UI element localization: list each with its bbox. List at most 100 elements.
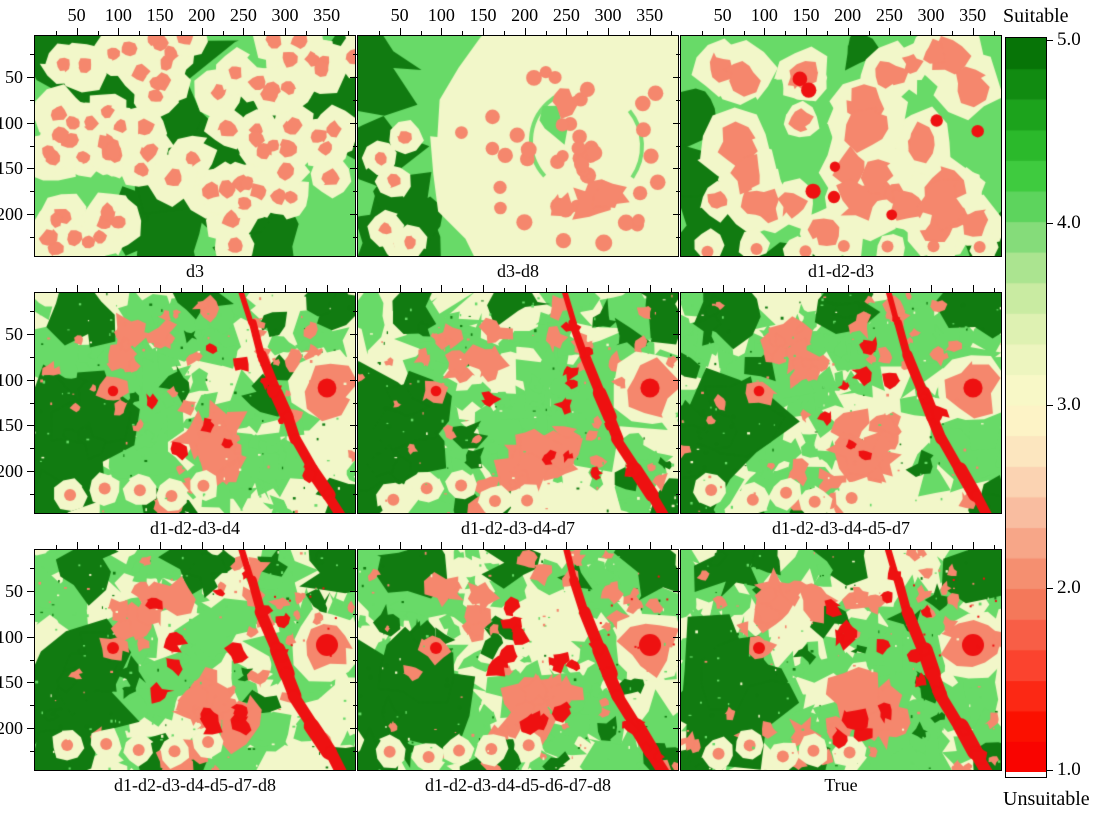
colorbar-title-suitable: Suitable bbox=[1003, 5, 1069, 27]
x-tick-mark bbox=[441, 542, 443, 549]
panel-caption-d1-d2-d3-d4-d5-d6-d7-d8: d1-d2-d3-d4-d5-d6-d7-d8 bbox=[425, 775, 611, 795]
x-tick-mark bbox=[264, 31, 266, 35]
x-tick-label: 200 bbox=[188, 5, 216, 25]
x-tick-label: 300 bbox=[271, 5, 299, 25]
x-tick-mark bbox=[993, 545, 995, 549]
map-canvas-d1-d2-d3-d4 bbox=[35, 293, 355, 513]
y-tick-mark bbox=[27, 636, 34, 638]
x-tick-mark bbox=[587, 288, 589, 292]
colorbar-tick-label: 5.0 bbox=[1057, 29, 1081, 50]
x-tick-mark bbox=[139, 31, 141, 35]
x-tick-mark bbox=[264, 545, 266, 549]
x-tick-mark bbox=[285, 542, 286, 549]
y-tick-mark bbox=[676, 705, 680, 707]
x-tick-mark bbox=[118, 28, 120, 35]
y-tick-mark bbox=[27, 168, 34, 170]
x-tick-mark bbox=[503, 31, 505, 35]
x-tick-mark bbox=[722, 542, 724, 549]
x-tick-mark bbox=[222, 288, 224, 292]
colorbar-tick-mark bbox=[1047, 587, 1053, 589]
y-tick-mark bbox=[27, 728, 34, 729]
x-tick-mark bbox=[743, 288, 745, 292]
x-tick-mark bbox=[483, 542, 484, 549]
x-tick-mark bbox=[222, 31, 224, 35]
x-tick-mark bbox=[326, 542, 328, 549]
y-tick-mark bbox=[30, 311, 34, 313]
x-tick-label: 50 bbox=[390, 5, 409, 25]
y-tick-mark bbox=[673, 122, 680, 124]
x-tick-label: 50 bbox=[67, 5, 86, 25]
x-tick-mark bbox=[483, 28, 484, 35]
y-tick-mark bbox=[673, 682, 680, 684]
x-tick-mark bbox=[743, 545, 745, 549]
y-tick-mark bbox=[350, 591, 357, 593]
y-tick-mark bbox=[676, 356, 680, 358]
x-tick-mark bbox=[399, 28, 401, 35]
x-tick-mark bbox=[347, 545, 349, 549]
x-tick-label: 250 bbox=[552, 5, 580, 25]
map-panel-True bbox=[680, 549, 1002, 771]
x-tick-mark bbox=[826, 545, 828, 549]
x-tick-mark bbox=[139, 545, 141, 549]
x-tick-mark bbox=[462, 545, 464, 549]
x-tick-mark bbox=[993, 31, 995, 35]
map-panel-d3 bbox=[34, 35, 356, 257]
colorbar-gradient bbox=[1006, 38, 1046, 772]
x-tick-mark bbox=[608, 28, 609, 35]
y-tick-mark bbox=[27, 591, 34, 593]
x-tick-mark bbox=[285, 285, 286, 292]
x-tick-mark bbox=[608, 285, 609, 292]
map-canvas-d1-d2-d3-d4-d5-d6-d7-d8 bbox=[358, 550, 678, 770]
y-tick-mark bbox=[30, 613, 34, 615]
x-tick-label: 50 bbox=[713, 5, 732, 25]
y-tick-label: 150 bbox=[0, 158, 23, 179]
y-tick-mark bbox=[30, 448, 34, 450]
x-tick-mark bbox=[524, 285, 526, 292]
x-tick-mark bbox=[826, 31, 828, 35]
x-tick-mark bbox=[55, 545, 57, 549]
x-tick-mark bbox=[524, 542, 526, 549]
map-canvas-d1-d2-d3-d4-d7 bbox=[358, 293, 678, 513]
y-tick-mark bbox=[676, 191, 680, 193]
colorbar bbox=[1005, 37, 1047, 778]
x-tick-mark bbox=[326, 285, 328, 292]
y-tick-mark bbox=[30, 356, 34, 358]
x-tick-mark bbox=[868, 288, 870, 292]
x-tick-mark bbox=[972, 285, 974, 292]
y-tick-mark bbox=[673, 379, 680, 381]
x-tick-label: 250 bbox=[229, 5, 257, 25]
y-tick-mark bbox=[676, 99, 680, 101]
y-tick-mark bbox=[27, 682, 34, 684]
colorbar-tick-mark bbox=[1047, 222, 1053, 224]
x-tick-label: 150 bbox=[146, 5, 174, 25]
x-tick-mark bbox=[462, 288, 464, 292]
x-tick-label: 200 bbox=[511, 5, 539, 25]
y-tick-mark bbox=[350, 77, 357, 79]
x-tick-mark bbox=[160, 542, 161, 549]
colorbar-title-unsuitable: Unsuitable bbox=[1003, 788, 1090, 810]
y-tick-mark bbox=[27, 122, 34, 124]
x-tick-mark bbox=[649, 28, 651, 35]
panel-caption-True: True bbox=[824, 775, 858, 795]
y-tick-mark bbox=[353, 705, 357, 707]
y-tick-mark bbox=[30, 493, 34, 495]
y-tick-mark bbox=[30, 705, 34, 707]
x-tick-mark bbox=[587, 545, 589, 549]
y-tick-label: 150 bbox=[0, 415, 23, 436]
x-tick-mark bbox=[931, 285, 932, 292]
y-tick-label: 200 bbox=[0, 718, 23, 738]
x-tick-mark bbox=[483, 285, 484, 292]
x-tick-mark bbox=[764, 28, 766, 35]
y-tick-mark bbox=[350, 728, 357, 729]
y-tick-mark bbox=[353, 613, 357, 615]
y-tick-mark bbox=[353, 191, 357, 193]
x-tick-mark bbox=[701, 31, 703, 35]
y-tick-mark bbox=[676, 236, 680, 238]
map-panel-d1-d2-d3-d4-d5-d7 bbox=[680, 292, 1002, 514]
x-tick-mark bbox=[420, 288, 422, 292]
y-tick-mark bbox=[353, 54, 357, 56]
y-tick-label: 150 bbox=[0, 672, 23, 693]
y-tick-mark bbox=[673, 636, 680, 638]
y-tick-mark bbox=[673, 425, 680, 427]
